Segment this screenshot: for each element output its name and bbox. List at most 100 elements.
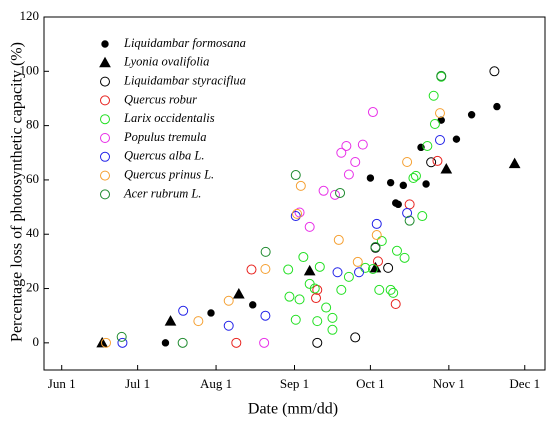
point [385,284,396,295]
point [429,118,440,129]
y-tick-label: 120 [20,8,40,23]
legend-marker [100,76,110,87]
point [383,262,394,273]
point [260,246,271,257]
legend-marker [100,133,110,143]
point [373,256,383,267]
point [422,180,430,188]
point [374,284,385,295]
point [508,157,521,169]
point [294,294,305,305]
legend-label: Acer rubrum L. [123,186,201,200]
point [394,200,402,209]
point [290,314,301,325]
legend-marker [100,114,110,125]
y-tick-label: 60 [26,171,39,186]
legend-marker [99,56,111,68]
point [386,178,395,187]
point [357,139,368,150]
point [116,331,127,342]
point [292,208,303,219]
point [436,71,447,82]
point [314,261,325,272]
point [177,337,188,348]
point [117,337,128,348]
x-tick-label: Oct 1 [356,376,385,391]
legend-label: Larix occidentalis [123,111,215,125]
point [426,157,437,168]
point [312,284,323,295]
legend-marker [101,40,109,48]
x-axis-label: Date (mm/dd) [248,401,338,418]
x-tick-label: Jul 1 [125,376,150,391]
point [223,320,234,331]
point [164,315,177,326]
point [290,211,301,222]
point [489,66,500,77]
point [304,221,315,232]
point [493,102,501,111]
point [343,271,354,282]
point [249,301,257,309]
point [367,107,378,118]
point [422,140,433,151]
point [410,170,421,181]
point [327,312,338,323]
x-tick-label: Aug 1 [200,376,232,391]
legend-label: Lyonia ovalifolia [123,55,209,69]
point [388,287,399,298]
point [303,264,316,276]
y-axis-label: Percentage loss of photosynthetic capaci… [9,42,26,342]
point [432,155,443,166]
point [390,299,401,310]
point [452,135,461,143]
point [283,264,294,275]
point [309,283,320,294]
x-tick-label: Nov 1 [433,376,465,391]
point [294,207,305,218]
point [367,263,378,274]
legend-marker [100,95,110,106]
x-tick-label: Sep 1 [280,376,309,391]
point [352,256,363,267]
legend-label: Populus tremula [123,130,207,144]
point [336,284,347,295]
point [467,111,476,119]
point [193,316,204,327]
y-tick-label: 40 [26,225,39,240]
x-tick-label: Jun 1 [48,376,76,391]
point [434,108,445,119]
point [336,147,347,158]
point [161,339,170,347]
point [290,170,301,181]
y-tick-label: 0 [33,334,40,349]
point [246,264,257,275]
point [295,180,306,191]
point [329,189,340,200]
legend-label: Liquidambar styraciflua [123,73,246,87]
point [399,252,410,263]
point [371,218,382,229]
point [335,187,346,198]
y-tick-label: 80 [26,117,39,132]
point [312,316,323,327]
legend-label: Quercus alba L. [124,149,204,163]
point [350,157,361,168]
point [417,211,428,222]
point [391,245,402,256]
point [371,230,382,241]
point [354,267,365,278]
point [96,336,109,348]
legend-label: Liquidambar formosana [123,36,246,50]
point [428,90,439,101]
point [223,295,234,306]
plot-frame [43,16,546,371]
point [207,309,215,317]
point [231,337,242,348]
point [232,287,245,299]
point [399,181,408,190]
point [178,305,189,316]
point [369,261,382,273]
point [260,263,271,274]
